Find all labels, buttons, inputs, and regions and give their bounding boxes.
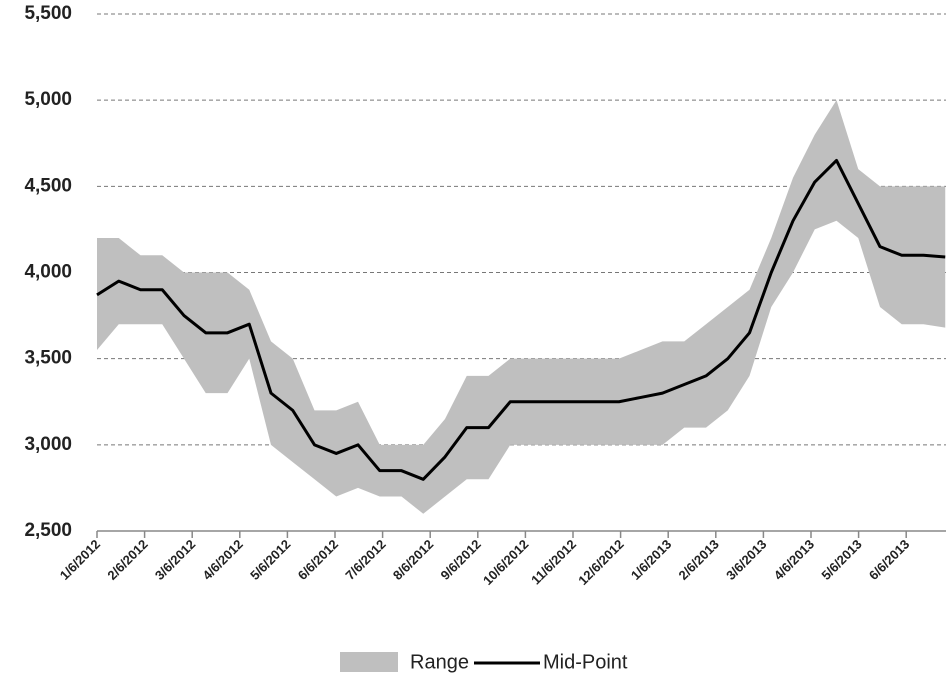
x-tick-label: 4/6/2013: [771, 537, 817, 583]
range-area: [97, 100, 946, 514]
x-tick-label: 4/6/2012: [200, 537, 246, 583]
y-tick-label: 3,500: [24, 348, 72, 369]
y-tick-label: 4,000: [24, 262, 72, 283]
x-tick-label: 6/6/2013: [866, 537, 912, 583]
legend: Range Mid-Point: [340, 651, 628, 673]
x-tick-label: 10/6/2012: [480, 537, 532, 589]
x-tick-label: 2/6/2013: [676, 537, 722, 583]
x-tick-label: 3/6/2012: [152, 537, 198, 583]
x-tick-label: 1/6/2012: [57, 537, 103, 583]
x-tick-label: 2/6/2012: [104, 537, 150, 583]
x-tick-label: 8/6/2012: [390, 537, 436, 583]
x-tick-label: 9/6/2012: [438, 537, 484, 583]
y-tick-label: 3,000: [24, 434, 72, 455]
y-tick-label: 2,500: [24, 520, 72, 541]
mid-line: [96, 158, 946, 481]
y-tick-label: 5,500: [24, 3, 72, 24]
x-tick-label: 12/6/2012: [575, 537, 627, 589]
y-tick-label: 4,500: [24, 175, 72, 196]
x-tick-label: 6/6/2012: [295, 537, 341, 583]
x-tick-label: 5/6/2012: [247, 537, 293, 583]
x-tick-label: 3/6/2013: [723, 537, 769, 583]
legend-label: Range: [410, 651, 469, 673]
legend-label: Mid-Point: [543, 651, 628, 673]
x-tick-label: 11/6/2012: [528, 537, 579, 588]
y-tick-label: 5,000: [24, 89, 72, 110]
x-tick-label: 5/6/2013: [818, 537, 864, 583]
x-tick-label: 7/6/2012: [342, 537, 388, 583]
legend-swatch: [340, 652, 398, 672]
x-tick-label: 1/6/2013: [628, 537, 674, 583]
